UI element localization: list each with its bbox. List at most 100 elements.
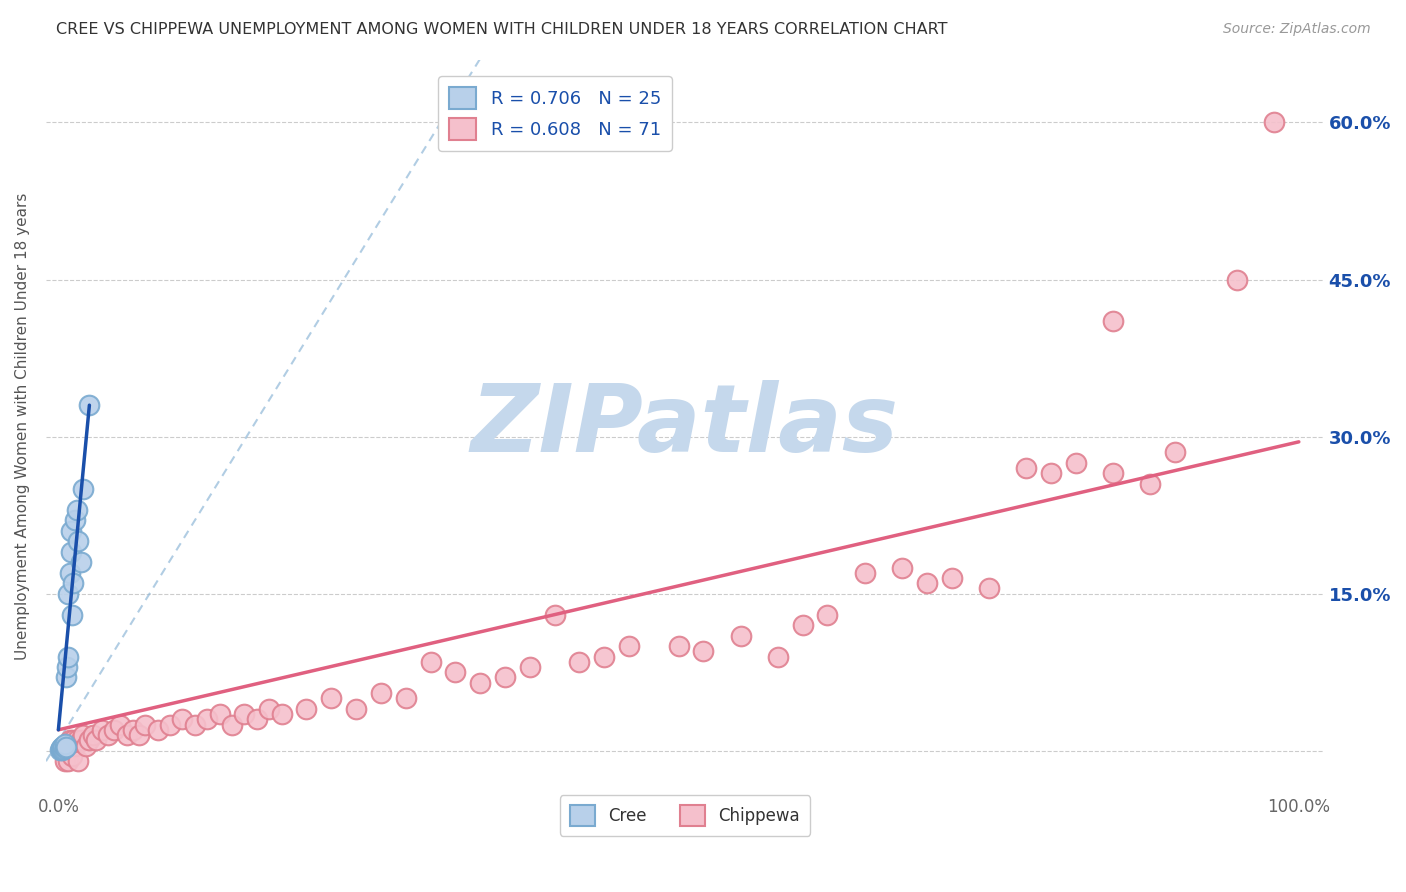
Point bbox=[395, 691, 418, 706]
Point bbox=[75, 739, 97, 753]
Point bbox=[59, 545, 82, 559]
Point bbox=[62, 576, 84, 591]
Point bbox=[58, 649, 80, 664]
Point bbox=[52, 744, 75, 758]
Point bbox=[59, 524, 82, 538]
Point bbox=[72, 482, 94, 496]
Point bbox=[1101, 314, 1123, 328]
Point bbox=[97, 728, 120, 742]
Point bbox=[172, 712, 194, 726]
Text: Source: ZipAtlas.com: Source: ZipAtlas.com bbox=[1223, 22, 1371, 37]
Point bbox=[444, 665, 467, 680]
Point bbox=[246, 712, 269, 726]
Legend: Cree, Chippewa: Cree, Chippewa bbox=[560, 796, 810, 836]
Point bbox=[370, 686, 392, 700]
Point bbox=[49, 740, 72, 755]
Point bbox=[146, 723, 169, 737]
Point bbox=[468, 675, 491, 690]
Point bbox=[617, 639, 640, 653]
Point bbox=[63, 739, 86, 753]
Point bbox=[344, 702, 367, 716]
Point bbox=[128, 728, 150, 742]
Point bbox=[82, 728, 104, 742]
Point bbox=[221, 717, 243, 731]
Point bbox=[55, 670, 77, 684]
Point bbox=[321, 691, 343, 706]
Point bbox=[890, 560, 912, 574]
Point bbox=[766, 649, 789, 664]
Point bbox=[792, 618, 814, 632]
Point bbox=[121, 723, 143, 737]
Point bbox=[59, 739, 82, 753]
Point bbox=[134, 717, 156, 731]
Point bbox=[58, 587, 80, 601]
Point bbox=[52, 739, 75, 753]
Point bbox=[55, 739, 77, 754]
Point bbox=[84, 733, 107, 747]
Point bbox=[1164, 445, 1187, 459]
Point bbox=[63, 513, 86, 527]
Point bbox=[494, 670, 516, 684]
Point bbox=[69, 555, 91, 569]
Text: ZIPatlas: ZIPatlas bbox=[471, 380, 898, 472]
Point bbox=[79, 398, 101, 412]
Point bbox=[69, 733, 91, 747]
Text: CREE VS CHIPPEWA UNEMPLOYMENT AMONG WOMEN WITH CHILDREN UNDER 18 YEARS CORRELATI: CREE VS CHIPPEWA UNEMPLOYMENT AMONG WOME… bbox=[56, 22, 948, 37]
Point bbox=[184, 717, 207, 731]
Point bbox=[1064, 456, 1087, 470]
Point bbox=[233, 707, 256, 722]
Point bbox=[51, 742, 73, 756]
Point bbox=[67, 754, 90, 768]
Point bbox=[419, 655, 441, 669]
Point bbox=[56, 739, 79, 753]
Point bbox=[56, 660, 79, 674]
Point bbox=[295, 702, 318, 716]
Point bbox=[53, 740, 76, 755]
Point bbox=[66, 733, 89, 747]
Point bbox=[79, 733, 101, 747]
Point bbox=[270, 707, 292, 722]
Point bbox=[730, 629, 752, 643]
Point bbox=[62, 733, 84, 747]
Point bbox=[915, 576, 938, 591]
Point bbox=[543, 607, 565, 622]
Point bbox=[977, 582, 1000, 596]
Point bbox=[103, 723, 125, 737]
Point bbox=[58, 566, 80, 580]
Point bbox=[668, 639, 690, 653]
Point bbox=[51, 739, 73, 754]
Point bbox=[52, 741, 75, 756]
Point bbox=[568, 655, 591, 669]
Point bbox=[60, 749, 83, 764]
Point bbox=[48, 742, 70, 756]
Point bbox=[259, 702, 281, 716]
Point bbox=[817, 607, 839, 622]
Point bbox=[519, 660, 541, 674]
Point bbox=[49, 741, 72, 756]
Point bbox=[593, 649, 616, 664]
Point bbox=[110, 717, 132, 731]
Point bbox=[1226, 272, 1249, 286]
Point bbox=[1015, 461, 1038, 475]
Point bbox=[53, 738, 76, 752]
Point bbox=[53, 754, 76, 768]
Point bbox=[853, 566, 876, 580]
Point bbox=[66, 503, 89, 517]
Point bbox=[1263, 115, 1285, 129]
Point bbox=[159, 717, 181, 731]
Point bbox=[1101, 467, 1123, 481]
Point bbox=[1139, 476, 1161, 491]
Y-axis label: Unemployment Among Women with Children Under 18 years: Unemployment Among Women with Children U… bbox=[15, 193, 30, 660]
Point bbox=[55, 739, 77, 753]
Point bbox=[195, 712, 218, 726]
Point bbox=[58, 733, 80, 747]
Point bbox=[72, 728, 94, 742]
Point bbox=[1039, 467, 1062, 481]
Point bbox=[60, 607, 83, 622]
Point bbox=[115, 728, 138, 742]
Point bbox=[90, 723, 112, 737]
Point bbox=[58, 754, 80, 768]
Point bbox=[941, 571, 963, 585]
Point bbox=[692, 644, 714, 658]
Point bbox=[67, 534, 90, 549]
